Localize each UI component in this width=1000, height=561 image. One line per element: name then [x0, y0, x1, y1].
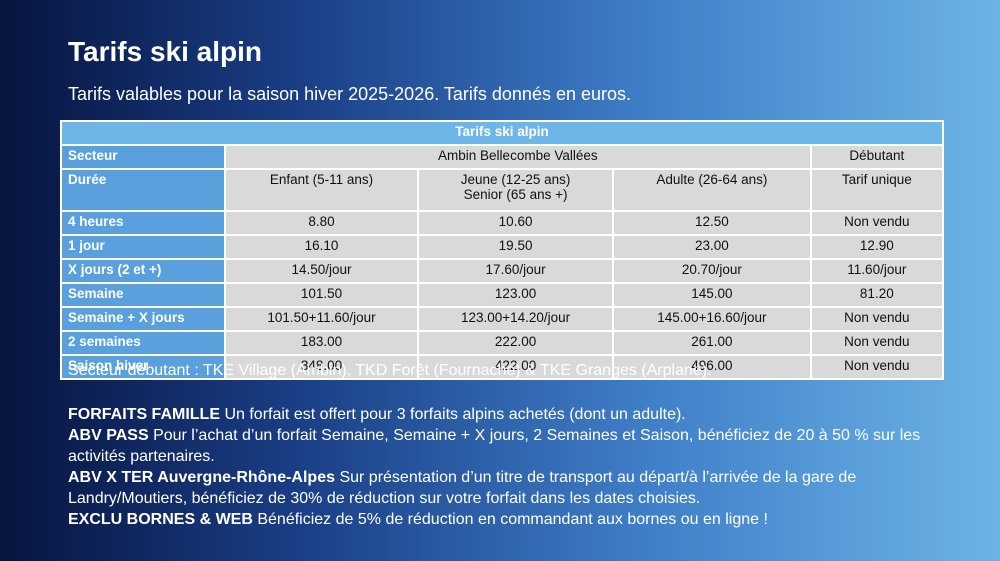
- footnote: Secteur débutant : TKE Village (Ambin), …: [68, 362, 712, 379]
- row-label: X jours (2 et +): [60, 258, 226, 284]
- caption-row: Tarifs ski alpin: [60, 120, 944, 146]
- row-label: 2 semaines: [60, 330, 226, 356]
- offer: ABV PASS Pour l’achat d’un forfait Semai…: [68, 425, 948, 467]
- column-header-line: Jeune (12-25 ans): [460, 172, 571, 187]
- offer-text: Un forfait est offert pour 3 forfaits al…: [224, 406, 686, 423]
- row-label: 4 heures: [60, 210, 226, 236]
- price-row: Saison hiver 348.00 422.00 496.00 Non vendu: [60, 354, 945, 380]
- price-row: Semaine + X jours 101.50+11.60/jour 123.00…: [60, 306, 945, 332]
- price-row: 2 semaines 183.00 222.00 261.00 Non vendu: [60, 330, 945, 356]
- price-cell: 23.00: [612, 234, 812, 260]
- price-cell: 145.00+16.60/jour: [612, 306, 812, 332]
- price-cell: 145.00: [612, 282, 812, 308]
- offer: EXCLU BORNES & WEB Bénéficiez de 5% de r…: [68, 509, 948, 530]
- price-row: Semaine 101.50 123.00 145.00 81.20: [60, 282, 945, 308]
- offer-text: Pour l’achat d’un forfait Semaine, Semai…: [68, 427, 921, 465]
- row-label: Semaine: [60, 282, 226, 308]
- price-cell: Non vendu: [809, 210, 945, 236]
- offer-title: ABV X TER Auvergne-Rhône-Alpes: [68, 469, 335, 486]
- column-header-line: Senior (65 ans +): [463, 187, 568, 202]
- price-cell: 20.70/jour: [612, 258, 812, 284]
- price-cell: 123.00+14.20/jour: [416, 306, 615, 332]
- price-cell: 183.00: [224, 330, 419, 356]
- price-row: X jours (2 et +) 14.50/jour 17.60/jour 20.7…: [60, 258, 945, 284]
- row-label: Semaine + X jours: [60, 306, 226, 332]
- column-header: Enfant (5-11 ans): [224, 168, 419, 212]
- table-body: Tarifs ski alpin Secteur Ambin Bellecombe …: [60, 120, 945, 380]
- price-table: Tarifs ski alpin Secteur Ambin Bellecombe …: [60, 120, 945, 380]
- column-header-line: Tarif unique: [841, 172, 912, 187]
- row-label: Secteur: [60, 144, 226, 170]
- price-cell: Non vendu: [809, 330, 945, 356]
- price-cell: 222.00: [416, 330, 615, 356]
- offer-title: FORFAITS FAMILLE: [68, 406, 220, 423]
- price-cell: 19.50: [416, 234, 615, 260]
- price-cell: 261.00: [612, 330, 812, 356]
- price-cell: 16.10: [224, 234, 419, 260]
- price-cell: 11.60/jour: [809, 258, 945, 284]
- offers: FORFAITS FAMILLE Un forfait est offert p…: [68, 404, 948, 530]
- price-cell: 12.50: [612, 210, 812, 236]
- subtitle: Tarifs valables pour la saison hiver 202…: [68, 84, 632, 104]
- row-label: Saison hiver: [60, 354, 226, 380]
- price-row: 4 heures 8.80 10.60 12.50 Non vendu: [60, 210, 945, 236]
- sector-group: Débutant: [809, 144, 945, 170]
- table-caption: Tarifs ski alpin: [60, 120, 944, 146]
- price-cell: 14.50/jour: [224, 258, 419, 284]
- title: Tarifs ski alpin: [68, 36, 262, 67]
- row-label: 1 jour: [60, 234, 226, 260]
- row-label: Durée: [60, 168, 226, 212]
- sector-row: Secteur Ambin Bellecombe Vallées Débutant: [60, 144, 945, 170]
- price-cell: 101.50+11.60/jour: [224, 306, 419, 332]
- price-cell: 348.00: [224, 354, 419, 380]
- price-row: 1 jour 16.10 19.50 23.00 12.90: [60, 234, 945, 260]
- offer: FORFAITS FAMILLE Un forfait est offert p…: [68, 404, 948, 425]
- offer-text: Bénéficiez de 5% de réduction en command…: [257, 511, 768, 528]
- offer-text: Sur présentation d’un titre de transport…: [68, 469, 857, 507]
- sector-group: Ambin Bellecombe Vallées: [224, 144, 812, 170]
- price-cell: Non vendu: [809, 306, 945, 332]
- price-cell: 12.90: [809, 234, 945, 260]
- price-cell: 101.50: [224, 282, 419, 308]
- offer: ABV X TER Auvergne-Rhône-Alpes Sur prése…: [68, 467, 948, 509]
- price-cell: Non vendu: [809, 354, 945, 380]
- offer-title: ABV PASS: [68, 427, 149, 444]
- column-header: Adulte (26-64 ans): [612, 168, 812, 212]
- offer-title: EXCLU BORNES & WEB: [68, 511, 253, 528]
- duration-row: Durée Enfant (5-11 ans) Jeune (12-25 ans) S…: [60, 168, 945, 212]
- column-header: Tarif unique: [809, 168, 945, 212]
- column-header: Jeune (12-25 ans) Senior (65 ans +): [416, 168, 615, 212]
- price-cell: 17.60/jour: [416, 258, 615, 284]
- price-cell: 10.60: [416, 210, 615, 236]
- column-header-line: Enfant (5-11 ans): [269, 172, 374, 187]
- price-cell: 81.20: [809, 282, 945, 308]
- price-cell: 422.00: [416, 354, 615, 380]
- column-header-line: Adulte (26-64 ans): [656, 172, 768, 187]
- price-cell: 496.00: [612, 354, 812, 380]
- price-cell: 8.80: [224, 210, 419, 236]
- price-cell: 123.00: [416, 282, 615, 308]
